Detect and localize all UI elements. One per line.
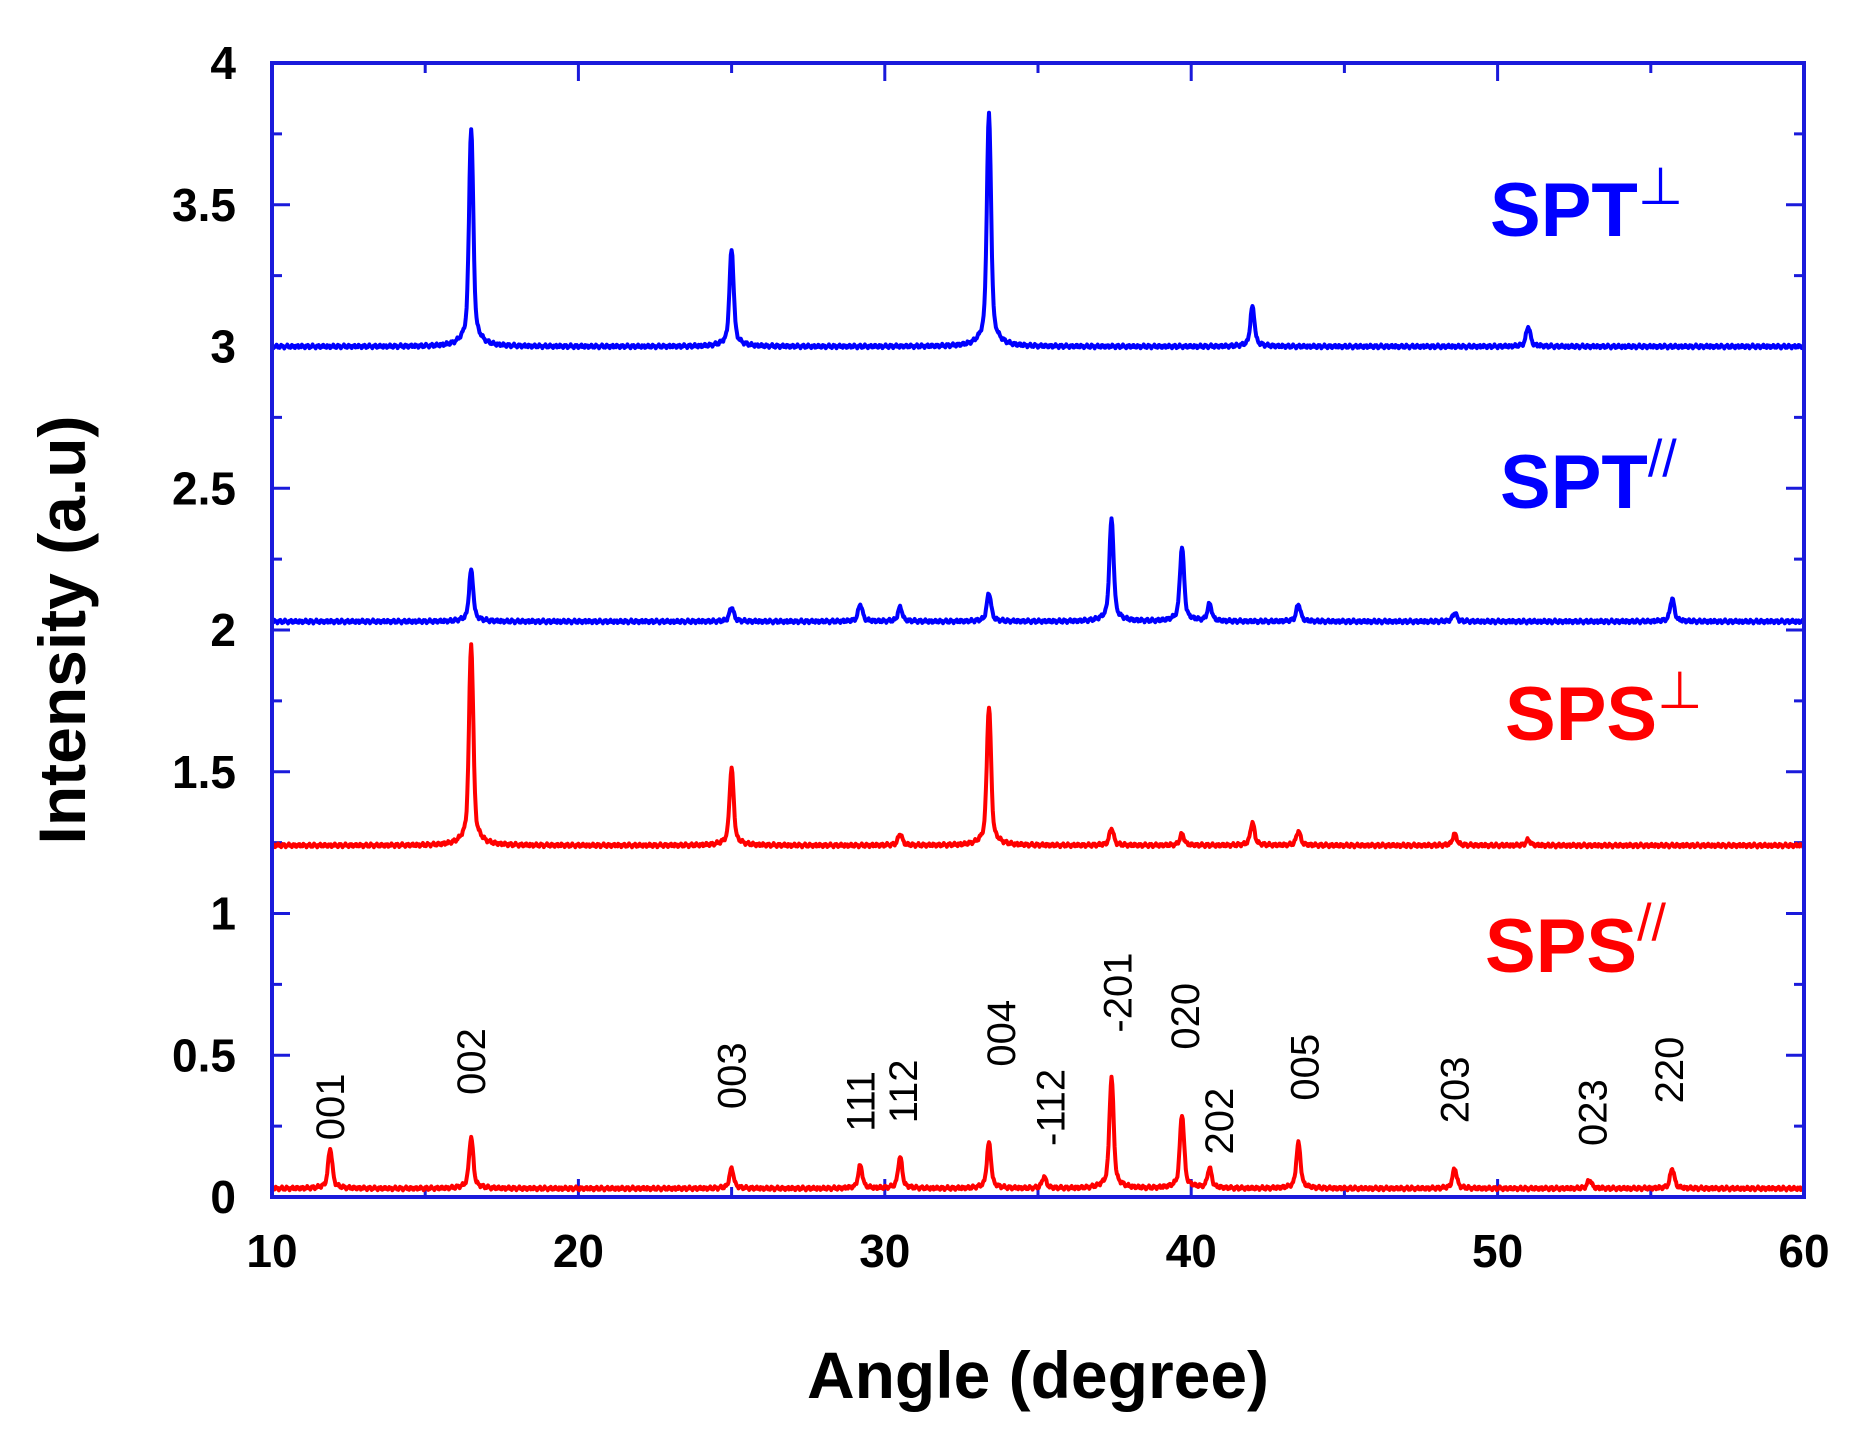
x-tick-label: 30 bbox=[859, 1225, 910, 1277]
miller-index-label: 202 bbox=[1198, 1088, 1242, 1155]
tick-labels: 10 20 30 40 50 60 0 0.5 1 1.5 2 2.5 3 3.5 4 bbox=[172, 37, 1830, 1277]
x-axis-title: Angle (degree) bbox=[807, 1338, 1269, 1412]
y-tick-label: 0.5 bbox=[172, 1029, 236, 1081]
y-tick-label: 1 bbox=[210, 888, 236, 940]
series-label-sps-perp: SPS⊥ bbox=[1505, 662, 1702, 757]
plot-frame bbox=[270, 61, 1806, 1199]
miller-index-label: 005 bbox=[1284, 1034, 1328, 1101]
y-tick-label: 2 bbox=[210, 604, 236, 656]
miller-index-label: 020 bbox=[1164, 983, 1208, 1050]
y-tick-label: 3 bbox=[210, 321, 236, 373]
x-tick-label: 50 bbox=[1472, 1225, 1523, 1277]
miller-index-label: 001 bbox=[309, 1074, 353, 1141]
y-tick-label: 4 bbox=[210, 37, 236, 89]
x-tick-label: 60 bbox=[1778, 1225, 1829, 1277]
series-label-sps-parallel: SPS// bbox=[1485, 894, 1667, 989]
y-axis-title: Intensity (a.u) bbox=[25, 415, 99, 844]
x-tick-label: 40 bbox=[1166, 1225, 1217, 1277]
miller-index-label: -201 bbox=[1097, 953, 1141, 1033]
miller-index-label: 003 bbox=[711, 1042, 755, 1109]
series-label-spt-perp: SPT⊥ bbox=[1490, 158, 1683, 253]
series-label-spt-parallel: SPT// bbox=[1500, 430, 1677, 525]
y-tick-label: 0 bbox=[210, 1171, 236, 1223]
y-tick-label: 2.5 bbox=[172, 462, 236, 514]
y-tick-label: 1.5 bbox=[172, 746, 236, 798]
x-tick-label: 10 bbox=[246, 1225, 297, 1277]
x-tick-label: 20 bbox=[553, 1225, 604, 1277]
miller-index-label: 111 bbox=[839, 1071, 883, 1132]
y-tick-label: 3.5 bbox=[172, 179, 236, 231]
miller-index-label: 023 bbox=[1572, 1079, 1616, 1146]
miller-index-label: 112 bbox=[882, 1060, 926, 1124]
series-labels: SPT⊥ SPT// SPS⊥ SPS// bbox=[1485, 158, 1702, 989]
miller-index-label: 004 bbox=[980, 1000, 1024, 1067]
series-line-0 bbox=[270, 110, 1806, 351]
miller-index-label: 002 bbox=[450, 1028, 494, 1095]
series-line-1 bbox=[270, 516, 1806, 626]
series-layer bbox=[270, 110, 1806, 1193]
series-line-3 bbox=[270, 1074, 1806, 1193]
series-line-2 bbox=[270, 642, 1806, 850]
miller-index-label: 203 bbox=[1434, 1057, 1478, 1124]
miller-index-label: 220 bbox=[1648, 1037, 1692, 1104]
miller-index-label: -112 bbox=[1029, 1069, 1073, 1146]
